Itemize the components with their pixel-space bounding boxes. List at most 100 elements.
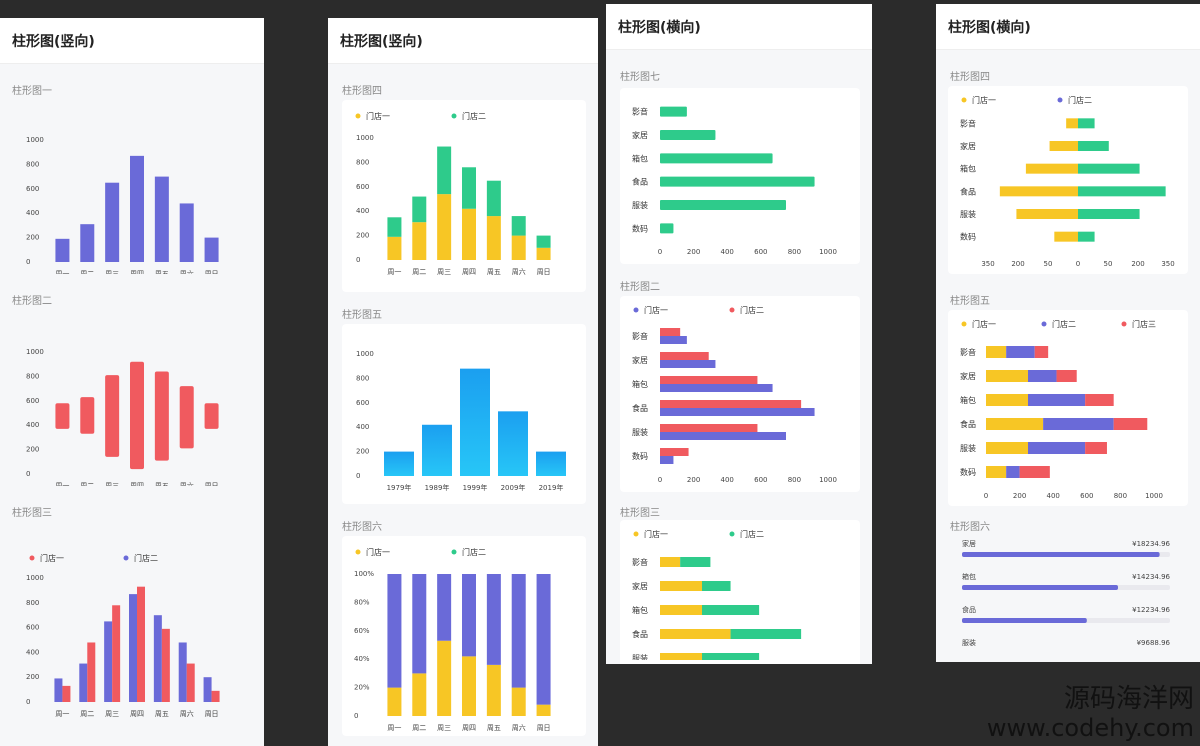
y-tick-label: 100% [354, 570, 374, 578]
x-tick-label: 1000 [819, 476, 837, 484]
bar [660, 376, 758, 384]
legend-marker [451, 549, 457, 555]
x-tick-label: 周四 [130, 482, 144, 486]
legend-label: 门店一 [40, 553, 64, 563]
y-tick-label: 800 [356, 374, 369, 382]
legend-marker [729, 307, 735, 313]
y-category-label: 数码 [960, 232, 976, 242]
progress-amount: ¥14234.96 [1132, 573, 1170, 581]
legend-marker [729, 531, 735, 537]
bar [660, 130, 716, 140]
bar [137, 586, 145, 702]
chart-bar-4: 门店一 门店二 0 200 400 600 800 1000 周一 周二 周三 周四 周五 周六 周日 [355, 111, 551, 276]
bar-segment [986, 442, 1028, 454]
y-category-label: 家居 [632, 355, 648, 365]
progress-fill [962, 552, 1160, 557]
legend-marker [355, 113, 361, 119]
bar-segment [511, 235, 526, 260]
bar-segment [462, 208, 476, 260]
bar [660, 336, 687, 344]
legend-marker [961, 321, 967, 327]
watermark: 源码海洋网 www.codehy.com [987, 684, 1194, 742]
progress-label: 箱包 [962, 572, 976, 581]
bar [55, 403, 70, 429]
bar-segment [986, 466, 1007, 478]
section-title: 柱形图五 [950, 296, 990, 307]
y-category-label: 影音 [632, 331, 648, 341]
x-tick-label: 周日 [205, 710, 219, 718]
y-tick-label: 800 [26, 160, 39, 168]
y-category-label: 影音 [632, 557, 648, 567]
section-title: 柱形图五 [342, 310, 382, 321]
y-category-label: 食品 [632, 403, 648, 413]
legend-label: 门店一 [972, 319, 996, 329]
x-tick-label: 周二 [412, 724, 426, 732]
x-tick-label: 周四 [130, 270, 144, 274]
x-tick-label: 周六 [512, 723, 526, 732]
section-title: 柱形图一 [12, 86, 52, 97]
x-tick-label: 400 [721, 476, 734, 484]
x-tick-label: 周五 [155, 710, 169, 718]
y-tick-label: 40% [354, 655, 370, 663]
bar-segment [511, 574, 526, 688]
y-category-label: 数码 [960, 467, 976, 477]
legend-label: 门店二 [462, 111, 486, 121]
x-tick-label: 周三 [105, 270, 119, 274]
x-tick-label: 周六 [180, 481, 194, 486]
bar [204, 403, 219, 429]
y-tick-label: 800 [356, 158, 369, 166]
bar [660, 223, 674, 234]
bar [660, 360, 716, 368]
x-tick-label: 2019年 [539, 483, 564, 492]
y-category-label: 箱包 [960, 395, 976, 405]
x-tick-label: 周六 [180, 709, 194, 718]
bar [660, 432, 786, 440]
x-tick-label: 周五 [487, 268, 501, 276]
x-tick-label: 350 [1161, 260, 1174, 268]
x-tick-label: 0 [984, 492, 988, 500]
bar [660, 200, 786, 210]
section-title: 柱形图四 [342, 86, 382, 97]
bar-segment [660, 557, 681, 567]
bar-segment [660, 629, 731, 639]
bar [1078, 163, 1140, 174]
y-category-label: 家居 [632, 581, 648, 591]
x-tick-label: 周一 [387, 724, 401, 732]
x-tick-label: 周四 [130, 710, 144, 718]
y-tick-label: 800 [26, 599, 39, 607]
y-tick-label: 60% [354, 627, 370, 635]
chart-progress-list: 家居 ¥18234.96 箱包 ¥14234.96 食品 ¥12234.96 服装 ¥9688… [962, 540, 1171, 647]
bar-segment [462, 574, 476, 657]
bar-segment [702, 653, 760, 660]
bar-segment [1113, 418, 1148, 430]
bar [203, 677, 212, 702]
bar [130, 361, 144, 470]
y-tick-label: 80% [354, 598, 370, 606]
y-tick-label: 20% [354, 684, 370, 692]
bar [660, 176, 815, 187]
chart-card [948, 86, 1188, 274]
y-tick-label: 200 [356, 448, 369, 456]
bar [536, 451, 566, 476]
y-category-label: 食品 [632, 177, 648, 187]
x-tick-label: 200 [1013, 492, 1026, 500]
x-tick-label: 周三 [105, 710, 119, 718]
bar-segment [486, 574, 501, 665]
legend-marker [1057, 97, 1063, 103]
bar [87, 642, 96, 702]
bar [660, 448, 689, 456]
x-tick-label: 800 [788, 476, 801, 484]
x-tick-label: 200 [1011, 260, 1024, 268]
bar [999, 186, 1078, 197]
bar-segment [1019, 466, 1050, 478]
bar-segment [462, 167, 476, 209]
bar-segment [486, 664, 501, 716]
bar-segment [660, 581, 702, 591]
y-category-label: 服装 [632, 200, 648, 210]
legend-label: 门店二 [740, 305, 764, 315]
page-title: 柱形图(横向) [936, 4, 1200, 50]
bar-segment [1056, 370, 1077, 382]
x-tick-label: 周一 [55, 482, 69, 486]
